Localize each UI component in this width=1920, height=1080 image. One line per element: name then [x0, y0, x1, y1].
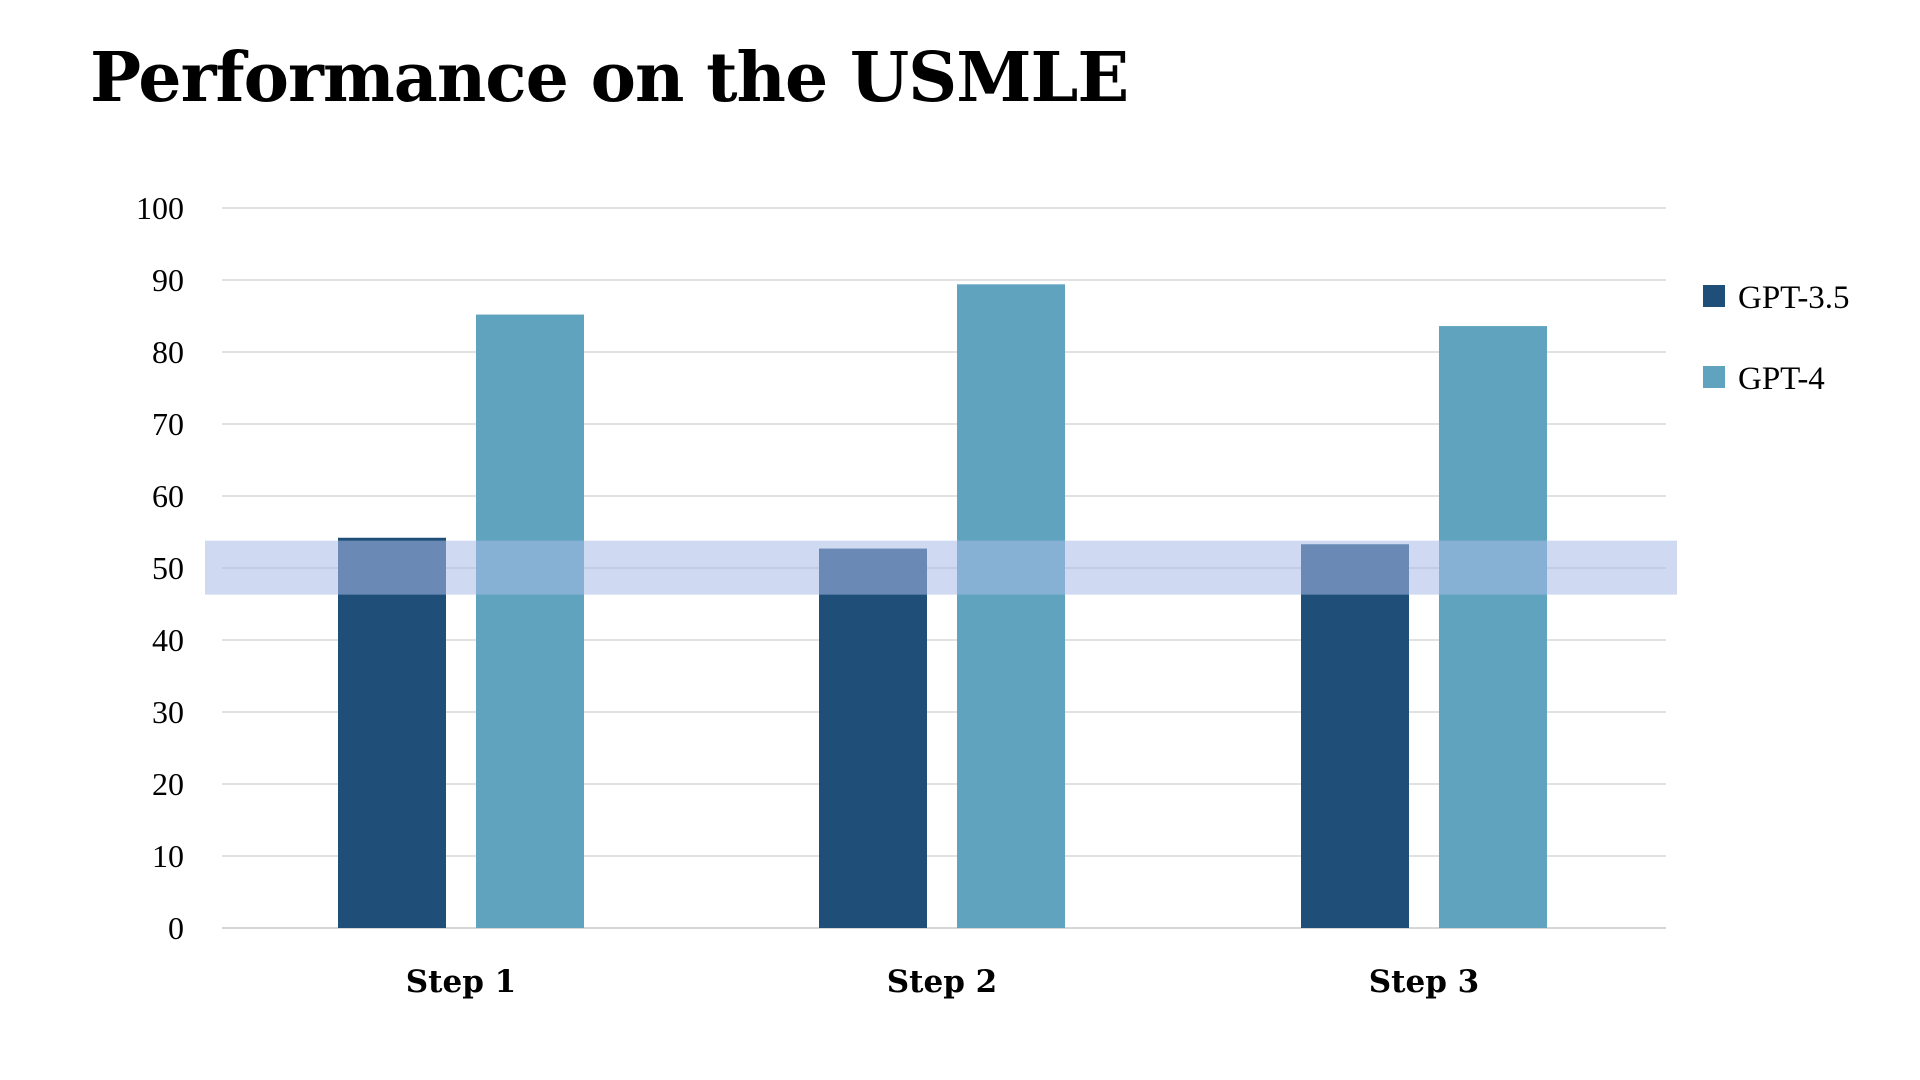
bar-gpt-4-step-1 — [476, 314, 584, 928]
legend-swatch — [1703, 366, 1725, 388]
y-tick-label: 80 — [152, 334, 184, 370]
bars — [338, 284, 1547, 929]
bar-gpt-4-step-3 — [1439, 326, 1547, 929]
y-tick-label: 100 — [136, 190, 184, 226]
y-tick-label: 60 — [152, 478, 184, 514]
bar-gpt-4-step-2 — [957, 284, 1065, 928]
legend-label: GPT-4 — [1738, 361, 1825, 397]
legend-label: GPT-3.5 — [1738, 280, 1850, 316]
y-tick-label: 0 — [168, 910, 184, 946]
legend: GPT-3.5 GPT-4 — [1703, 280, 1850, 397]
gridlines — [222, 207, 1666, 929]
x-axis-labels: Step 1 Step 2 Step 3 — [406, 964, 1479, 1000]
y-tick-label: 30 — [152, 694, 184, 730]
chart-title: Performance on the USMLE — [90, 38, 1129, 118]
x-category-label: Step 2 — [887, 964, 997, 1000]
x-category-label: Step 3 — [1369, 964, 1479, 1000]
legend-item-gpt-3-5: GPT-3.5 — [1703, 280, 1850, 316]
y-axis-ticks: 0 10 20 30 40 50 60 70 80 90 100 — [136, 190, 184, 946]
x-category-label: Step 1 — [406, 964, 516, 1000]
legend-item-gpt-4: GPT-4 — [1703, 361, 1825, 397]
bar-gpt-3-5-step-3 — [1301, 544, 1409, 928]
y-tick-label: 10 — [152, 838, 184, 874]
highlight-band-layer — [205, 540, 1677, 595]
y-tick-label: 90 — [152, 262, 184, 298]
y-tick-label: 50 — [152, 550, 184, 586]
bar-gpt-3-5-step-1 — [338, 537, 446, 928]
highlight-band — [205, 540, 1677, 595]
bar-gpt-3-5-step-2 — [819, 548, 927, 928]
legend-swatch — [1703, 285, 1725, 307]
y-tick-label: 20 — [152, 766, 184, 802]
y-tick-label: 40 — [152, 622, 184, 658]
y-tick-label: 70 — [152, 406, 184, 442]
